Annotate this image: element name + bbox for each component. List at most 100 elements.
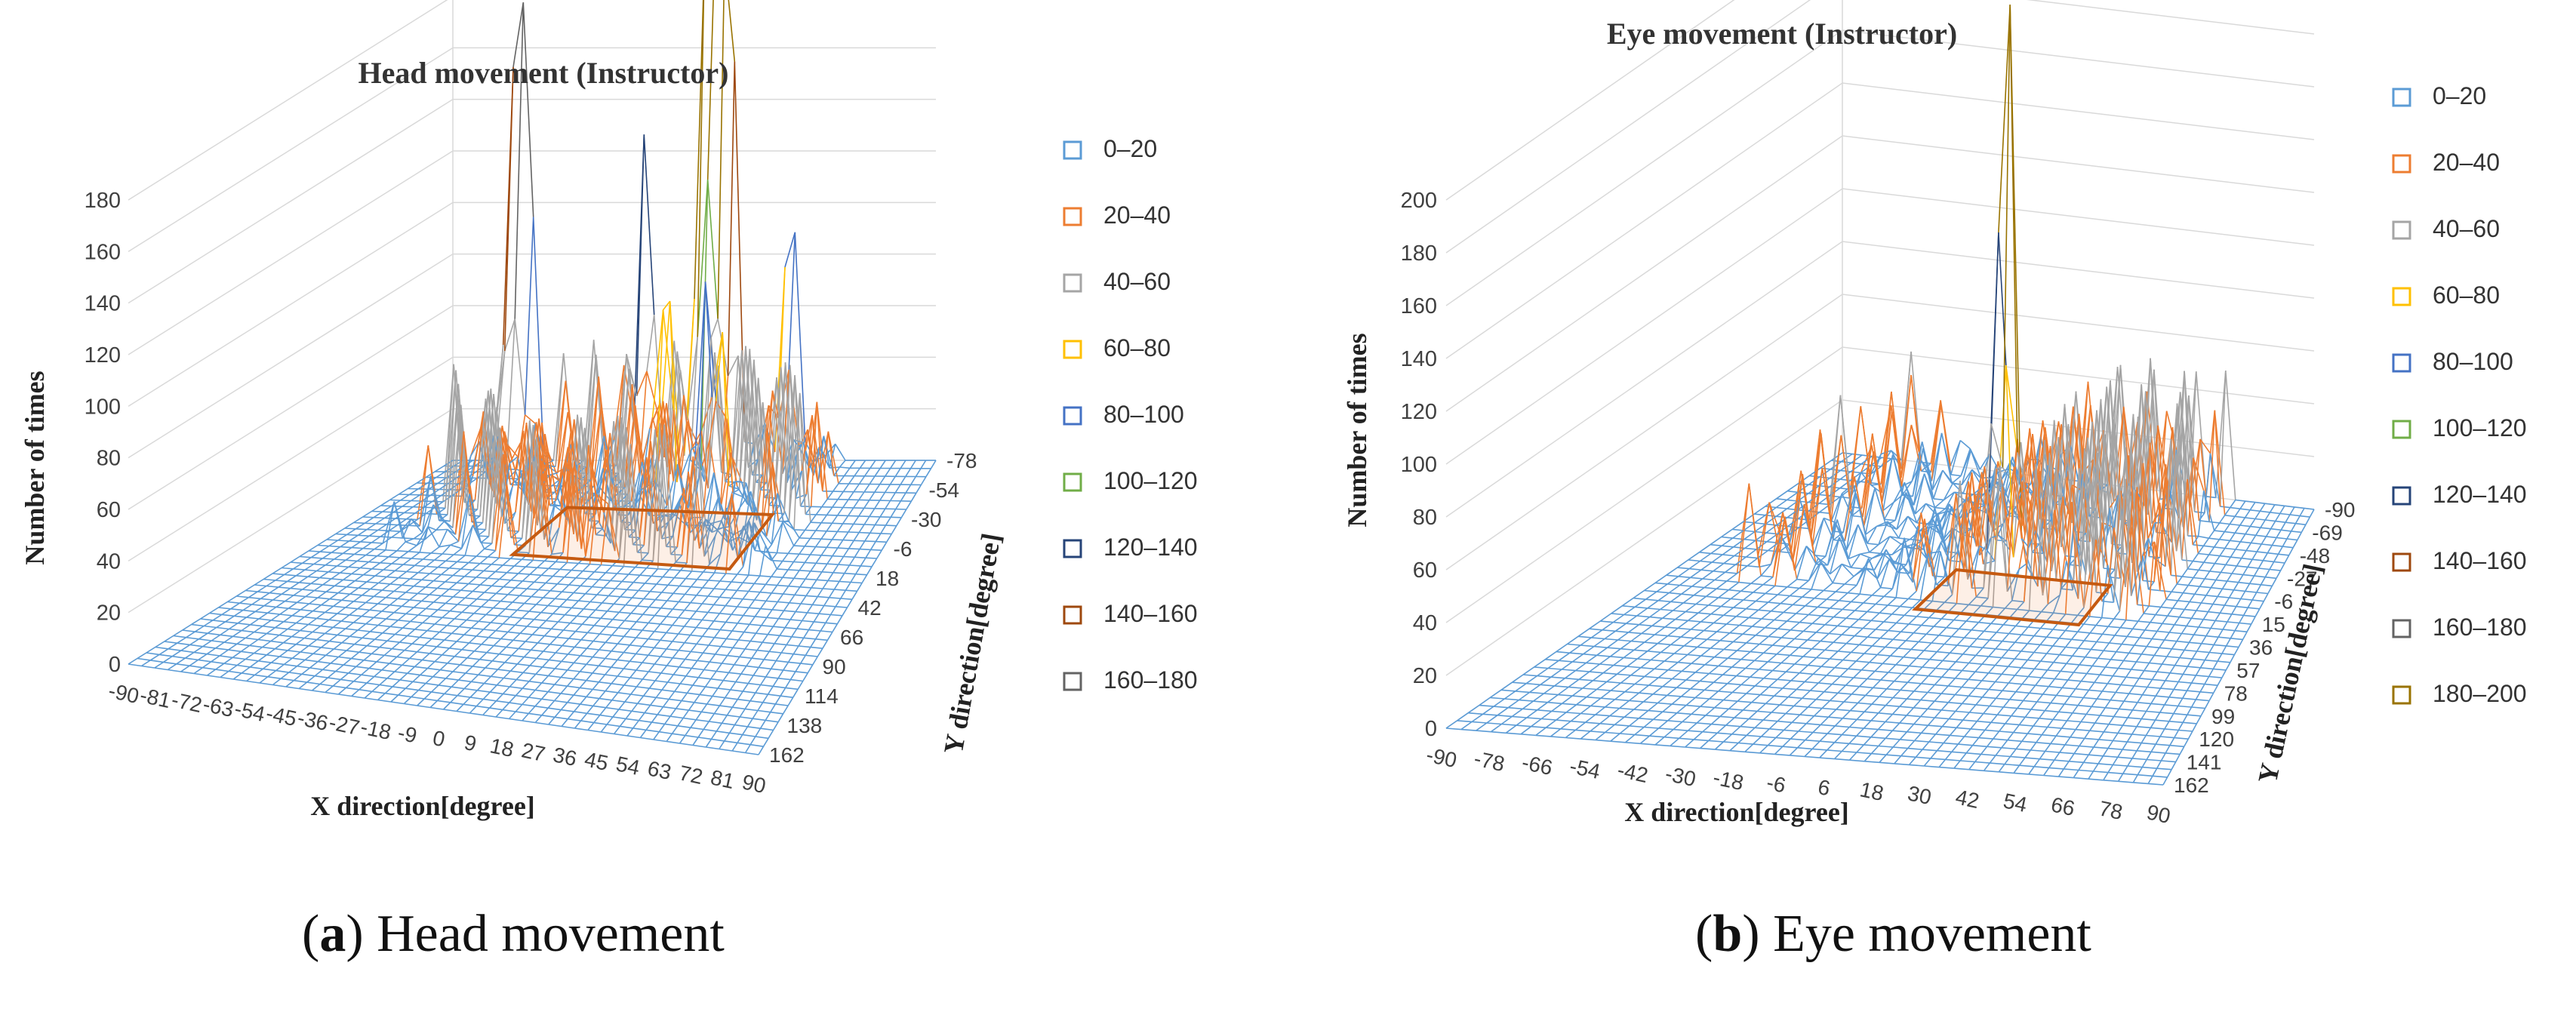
- mesh-segment: [298, 576, 309, 583]
- mesh-segment: [885, 500, 891, 509]
- mesh-segment: [503, 564, 515, 567]
- mesh-segment: [2235, 532, 2245, 535]
- mesh-segment: [1691, 629, 1704, 632]
- mesh-segment: [2021, 634, 2034, 637]
- mesh-segment: [1758, 609, 1771, 612]
- mesh-segment: [345, 559, 358, 562]
- mesh-segment: [510, 531, 519, 539]
- mesh-segment: [206, 653, 220, 657]
- mesh-segment: [792, 537, 800, 546]
- mesh-segment: [666, 740, 680, 744]
- mesh-segment: [379, 684, 393, 687]
- mesh-segment: [725, 604, 737, 608]
- mesh-segment: [605, 565, 614, 574]
- mesh-segment: [417, 683, 426, 691]
- mesh-segment: [706, 179, 719, 319]
- mesh-segment: [2086, 672, 2101, 675]
- y-tick-label: 162: [769, 743, 805, 767]
- x-tick-label: -54: [232, 697, 267, 726]
- mesh-segment: [536, 651, 544, 660]
- mesh-segment: [586, 647, 599, 651]
- mesh-segment: [250, 624, 263, 627]
- mesh-segment: [266, 648, 275, 656]
- legend-swatch: [1063, 406, 1082, 426]
- mesh-segment: [312, 610, 325, 614]
- mesh-segment: [610, 415, 619, 544]
- mesh-segment: [290, 582, 300, 589]
- mesh-segment: [1950, 474, 1962, 477]
- mesh-segment: [869, 541, 876, 550]
- mesh-segment: [826, 491, 834, 500]
- mesh-segment: [374, 575, 387, 578]
- mesh-segment: [780, 635, 792, 638]
- mesh-segment: [672, 657, 685, 660]
- mesh-segment: [509, 679, 517, 687]
- mesh-segment: [681, 692, 688, 702]
- mesh-segment: [826, 506, 833, 515]
- mesh-segment: [1888, 672, 1902, 675]
- mesh-segment: [304, 563, 315, 571]
- mesh-segment: [731, 614, 743, 617]
- mesh-segment: [502, 454, 512, 538]
- mesh-segment: [645, 417, 654, 487]
- mesh-segment: [1630, 675, 1645, 678]
- mesh-segment: [488, 407, 497, 537]
- mesh-segment: [411, 690, 420, 698]
- mesh-segment: [827, 580, 840, 583]
- mesh-segment: [2230, 556, 2242, 559]
- mesh-segment: [326, 591, 338, 594]
- mesh-segment: [1794, 663, 1808, 666]
- mesh-segment: [1865, 568, 1878, 580]
- mesh-segment: [1731, 598, 1743, 601]
- mesh-segment: [400, 500, 411, 502]
- mesh-segment: [254, 605, 265, 613]
- mesh-segment: [1851, 567, 1863, 570]
- mesh-segment: [842, 483, 850, 492]
- z-gridline: [1445, 82, 2315, 359]
- mesh-segment: [503, 318, 516, 352]
- mesh-segment: [2215, 371, 2227, 498]
- mesh-segment: [2193, 560, 2204, 563]
- mesh-segment: [1749, 617, 1762, 620]
- mesh-segment: [2094, 681, 2108, 684]
- mesh-segment: [836, 523, 844, 532]
- mesh-segment: [765, 719, 779, 723]
- mesh-segment: [679, 601, 691, 604]
- mesh-segment: [351, 546, 363, 549]
- mesh-segment: [541, 715, 556, 718]
- mesh-segment: [546, 491, 556, 500]
- mesh-segment: [1750, 676, 1764, 679]
- mesh-segment: [373, 511, 383, 518]
- mesh-segment: [596, 435, 605, 494]
- mesh-segment: [710, 678, 724, 681]
- mesh-segment: [357, 601, 367, 610]
- mesh-segment: [661, 681, 669, 691]
- mesh-segment: [522, 574, 531, 582]
- mesh-segment: [848, 507, 854, 516]
- mesh-segment: [362, 631, 371, 638]
- mesh-segment: [713, 553, 722, 574]
- mesh-segment: [300, 609, 313, 612]
- mesh-segment: [695, 620, 703, 628]
- mesh-segment: [441, 574, 454, 577]
- mesh-segment: [610, 417, 623, 544]
- mesh-segment: [2021, 683, 2036, 686]
- mesh-segment: [562, 644, 575, 648]
- mesh-segment: [1613, 621, 1627, 624]
- mesh-segment: [2278, 553, 2289, 556]
- mesh-segment: [744, 744, 751, 753]
- mesh-segment: [678, 593, 686, 602]
- mesh-segment: [385, 590, 395, 598]
- mesh-segment: [2041, 611, 2054, 614]
- mesh-segment: [2002, 690, 2016, 693]
- mesh-segment: [1941, 676, 1956, 679]
- mesh-segment: [429, 567, 439, 574]
- mesh-segment: [743, 691, 756, 694]
- mesh-segment: [592, 688, 606, 692]
- mesh-segment: [423, 500, 433, 508]
- mesh-segment: [1754, 513, 1765, 516]
- mesh-segment: [674, 683, 681, 692]
- mesh-segment: [2052, 629, 2066, 632]
- mesh-segment: [425, 676, 434, 684]
- mesh-segment: [662, 300, 671, 311]
